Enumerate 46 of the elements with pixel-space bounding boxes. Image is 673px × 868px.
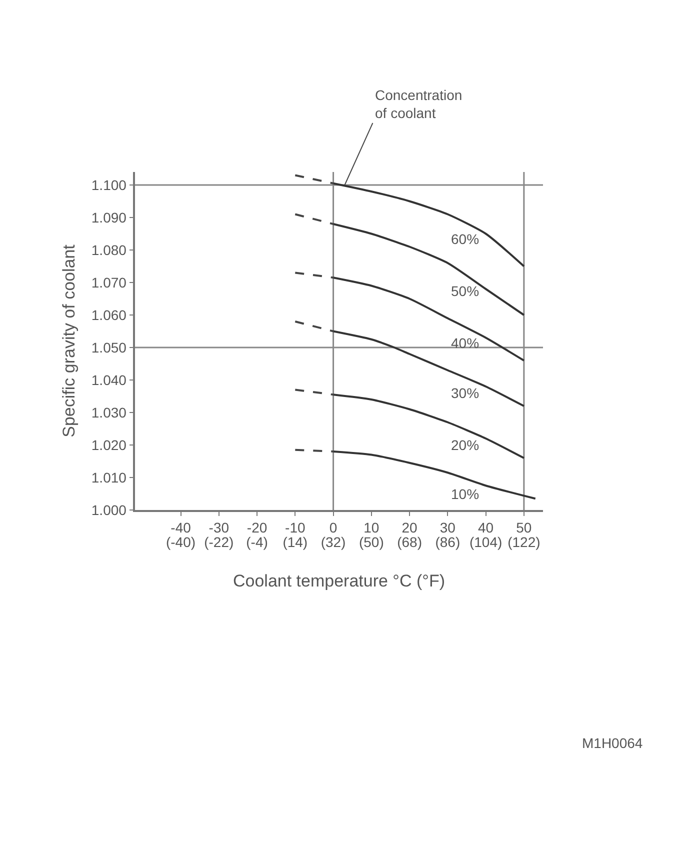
y-tick-label: 1.080 [91, 242, 127, 258]
series-label: 60% [451, 231, 480, 247]
x2-tick-label: (104) [469, 534, 502, 550]
x-tick-label: 30 [440, 520, 456, 536]
y-tick-label: 1.090 [91, 209, 127, 226]
x2-tick-label: (32) [320, 534, 346, 550]
y-tick-label: 1.060 [91, 306, 127, 323]
annotation: Concentration of coolant [375, 87, 462, 122]
line-series [332, 276, 525, 362]
y-tick-label: 1.100 [91, 176, 127, 193]
y-tick-label: 1.010 [91, 469, 127, 486]
x2-tick-label: (-22) [204, 534, 234, 550]
y-tick-label: 1.020 [91, 436, 127, 453]
x-axis-title: Coolant temperature °C (°F) [232, 571, 446, 590]
y-tick-label: 1.030 [91, 404, 127, 420]
x-tick-label: 40 [478, 520, 494, 536]
x-tick-label: -10 [285, 520, 306, 536]
text: M1H0064 [582, 735, 643, 751]
line-series [332, 182, 525, 268]
y-axis-title: Specific gravity of coolant [59, 244, 78, 438]
series-label: 30% [451, 385, 480, 401]
series-label: 50% [451, 283, 480, 299]
x-tick-label: 50 [516, 520, 532, 536]
y-tick-label: 1.000 [91, 502, 127, 518]
x2-tick-label: (86) [435, 534, 460, 550]
series-label: 40% [451, 335, 480, 351]
y-tick-label: 1.050 [91, 339, 127, 356]
y-tick-label: 1.040 [91, 372, 127, 388]
x2-tick-label: (68) [397, 534, 422, 550]
x-tick-label: -40 [170, 520, 192, 536]
line-series [332, 223, 525, 316]
x-tick-label: -20 [246, 520, 268, 536]
y-tick-label: 1.070 [91, 274, 127, 290]
line-series [332, 450, 536, 500]
series-label: 10% [451, 486, 480, 502]
x-tick-label: 20 [402, 520, 418, 536]
x2-tick-label: (14) [282, 534, 308, 550]
x2-tick-label: (-40) [166, 534, 196, 550]
x2-tick-label: (50) [358, 534, 384, 550]
series-label: 20% [451, 437, 480, 453]
x2-tick-label: (-4) [246, 534, 268, 550]
x-tick-label: -30 [208, 520, 230, 536]
x2-tick-label: (122) [508, 534, 540, 550]
line-series [332, 330, 525, 407]
x-tick-label: 10 [364, 520, 380, 536]
x-tick-label: 0 [329, 520, 338, 536]
